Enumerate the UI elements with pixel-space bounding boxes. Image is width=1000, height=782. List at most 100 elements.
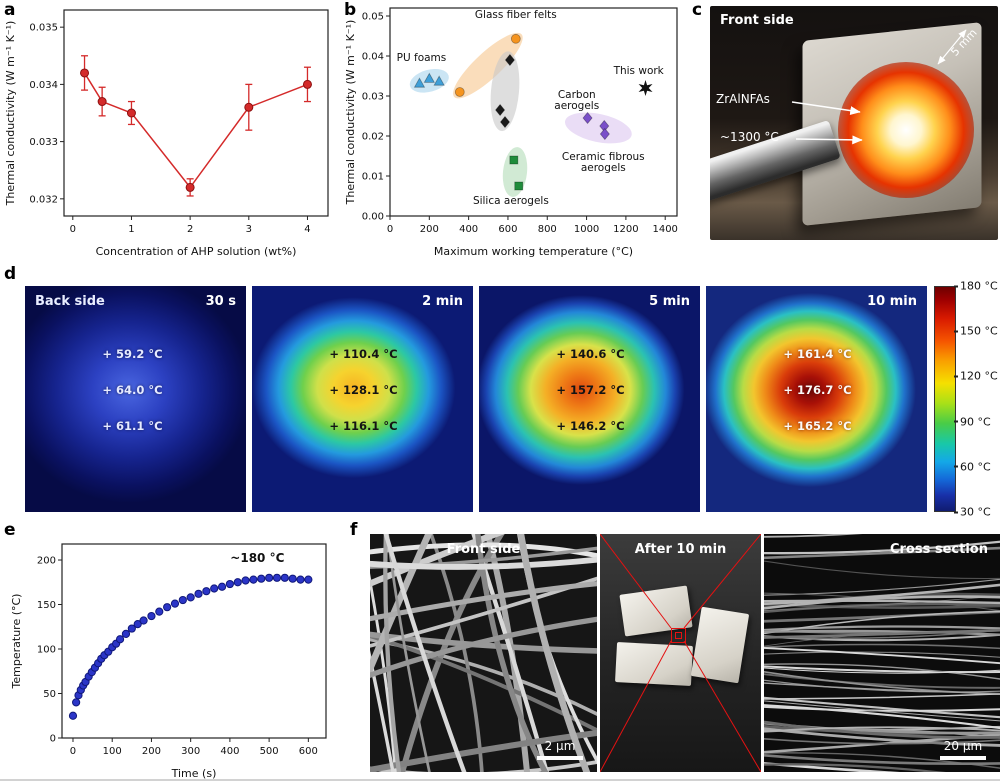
- scale-bar-label: 2 μm: [544, 739, 576, 753]
- svg-text:Maximum working temperature (°: Maximum working temperature (°C): [434, 245, 633, 258]
- sem-cross-section-image: Cross section 20 μm: [764, 534, 1000, 772]
- svg-text:0.01: 0.01: [362, 172, 384, 183]
- panel-d: d Back side 30 s + 59.2 °C + 64.0 °C + 6…: [0, 264, 1000, 520]
- svg-text:0.05: 0.05: [362, 12, 384, 23]
- svg-text:Temperature (°C): Temperature (°C): [10, 594, 23, 690]
- magnification-callout-lines: [600, 534, 761, 772]
- temperature-reading: + 161.4 °C: [783, 347, 852, 362]
- magnified-region-marker: [675, 632, 682, 639]
- flame-test-photo: Front side ZrAlNFAs ~1300 °C 5 mm: [710, 6, 998, 240]
- svg-text:1: 1: [128, 224, 134, 235]
- sem-fibers-graphic: [370, 534, 597, 772]
- sem-front-side-image: Front side 2 μm: [370, 534, 597, 772]
- panel-f: f Front side 2 μm After 10 min: [348, 520, 1000, 782]
- svg-text:0: 0: [50, 734, 56, 745]
- annotation-arrows: [791, 29, 967, 145]
- ir-frame-30s: Back side 30 s + 59.2 °C + 64.0 °C + 61.…: [25, 286, 246, 512]
- temperature-reading: + 116.1 °C: [329, 419, 398, 434]
- svg-text:50: 50: [43, 689, 56, 700]
- scale-bar-2um: 2 μm: [537, 739, 583, 760]
- bottom-divider: [0, 779, 1000, 781]
- svg-text:1200: 1200: [613, 224, 638, 235]
- svg-text:0.033: 0.033: [29, 137, 58, 148]
- panel-e: e 0 100 200 300 400 500 600 0 50 100 150 200 Time (s…: [0, 520, 345, 782]
- sem-cross-section-graphic: [764, 534, 1000, 772]
- after-10min-label: After 10 min: [634, 542, 727, 557]
- temperature-reading: + 146.2 °C: [556, 419, 625, 434]
- svg-text:400: 400: [220, 746, 239, 757]
- svg-text:0.035: 0.035: [29, 23, 58, 34]
- temperature-reading: + 64.0 °C: [102, 383, 163, 398]
- temperature-reading: + 110.4 °C: [329, 347, 398, 362]
- colorbar-tick: 60 °C: [960, 460, 991, 474]
- svg-text:600: 600: [498, 224, 517, 235]
- time-label: 30 s: [205, 294, 236, 309]
- svg-text:0.02: 0.02: [362, 132, 384, 143]
- time-label: 2 min: [422, 294, 463, 309]
- temperature-readings: + 140.6 °C + 157.2 °C + 146.2 °C: [556, 347, 624, 433]
- front-side-label: Front side: [720, 13, 794, 28]
- svg-text:0: 0: [70, 746, 76, 757]
- panel-f-letter: f: [350, 520, 358, 540]
- panel-a-letter: a: [4, 0, 16, 20]
- temperature-readings: + 59.2 °C + 64.0 °C + 61.1 °C: [102, 347, 162, 433]
- svg-text:Silica aerogels: Silica aerogels: [473, 195, 549, 207]
- ir-frame-5min: 5 min + 140.6 °C + 157.2 °C + 146.2 °C: [479, 286, 700, 512]
- temperature-reading: + 61.1 °C: [102, 419, 163, 434]
- cross-section-label: Cross section: [889, 542, 988, 557]
- svg-text:0.034: 0.034: [29, 80, 58, 91]
- svg-text:200: 200: [142, 746, 161, 757]
- svg-text:Concentration of AHP solution: Concentration of AHP solution (wt%): [96, 245, 297, 258]
- svg-text:0.03: 0.03: [362, 92, 384, 103]
- svg-text:0.00: 0.00: [362, 212, 384, 223]
- magnified-region-marker: [671, 628, 686, 643]
- svg-text:Glass fiber felts: Glass fiber felts: [475, 9, 557, 21]
- colorbar-tick: 30 °C: [960, 505, 991, 519]
- scale-bar-line: [537, 756, 583, 760]
- temperature-reading: + 128.1 °C: [329, 383, 398, 398]
- svg-text:100: 100: [103, 746, 122, 757]
- svg-text:0.04: 0.04: [362, 52, 384, 63]
- svg-text:This work: This work: [613, 65, 665, 77]
- ir-frame-2min: 2 min + 110.4 °C + 128.1 °C + 116.1 °C: [252, 286, 473, 512]
- flame-temperature-label: ~1300 °C: [720, 130, 779, 144]
- svg-text:3: 3: [246, 224, 252, 235]
- sem-front-label: Front side: [446, 542, 521, 557]
- panel-c-letter: c: [692, 0, 703, 20]
- colorbar-tick: 120 °C: [960, 369, 998, 383]
- svg-text:Thermal conductivity (W m⁻¹ K⁻: Thermal conductivity (W m⁻¹ K⁻¹): [344, 20, 357, 206]
- arrow-to-sample: [791, 101, 861, 116]
- svg-text:150: 150: [37, 600, 56, 611]
- svg-text:200: 200: [37, 556, 56, 567]
- ir-frame-10min: 10 min + 161.4 °C + 176.7 °C + 165.2 °C: [706, 286, 927, 512]
- scale-bar-line: [940, 756, 986, 760]
- panel-a: a 0 1 2 3 4 0.032 0.033 0.034 0.035 Concentration…: [0, 0, 340, 262]
- svg-text:300: 300: [181, 746, 200, 757]
- scale-bar-label: 20 μm: [943, 739, 983, 753]
- temperature-reading: + 157.2 °C: [556, 383, 625, 398]
- svg-text:1000: 1000: [574, 224, 599, 235]
- svg-text:0: 0: [387, 224, 393, 235]
- material-label: ZrAlNFAs: [716, 92, 770, 106]
- temperature-reading: + 176.7 °C: [783, 383, 852, 398]
- svg-text:500: 500: [260, 746, 279, 757]
- temperature-vs-time-chart: 0 100 200 300 400 500 600 0 50 100 150 200 Time (s) T…: [10, 543, 327, 780]
- svg-text:800: 800: [538, 224, 557, 235]
- thickness-measure-line: [937, 29, 967, 65]
- svg-text:200: 200: [420, 224, 439, 235]
- after-10min-photo: After 10 min: [600, 534, 761, 772]
- temperature-reading: + 165.2 °C: [783, 419, 852, 434]
- svg-text:Thermal conductivity (W m⁻¹ K⁻: Thermal conductivity (W m⁻¹ K⁻¹): [4, 21, 17, 207]
- colorbar-tick: 150 °C: [960, 324, 998, 338]
- arrow-to-hotspot: [795, 135, 863, 145]
- panel-c: c Front side ZrAlNFAs ~1300 °C 5 mm: [688, 0, 1000, 262]
- svg-text:2: 2: [187, 224, 193, 235]
- temperature-reading: + 59.2 °C: [102, 347, 163, 362]
- svg-text:400: 400: [459, 224, 478, 235]
- svg-text:1400: 1400: [652, 224, 677, 235]
- materials-comparison-scatter-chart: 0 200 400 600 800 1000 1200 1400 0.00 0.01 0.02 0.0…: [344, 7, 678, 258]
- panel-b-letter: b: [344, 0, 357, 20]
